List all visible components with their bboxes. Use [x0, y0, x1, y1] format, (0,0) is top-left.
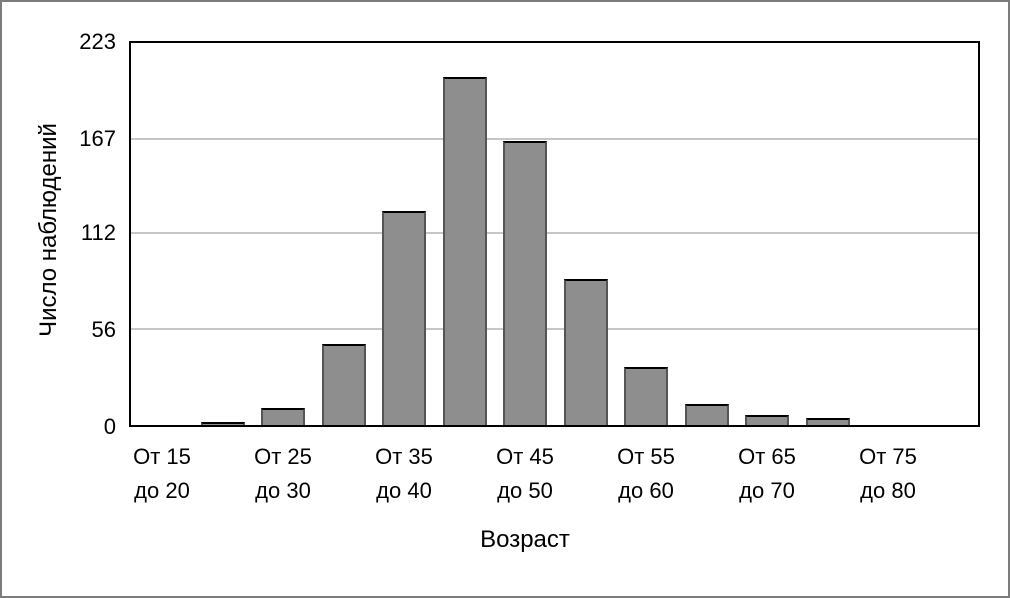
x-tick-line1: От 65	[738, 444, 796, 469]
x-tick-label: От 55 до 60	[617, 440, 675, 508]
x-tick-label: От 35 до 40	[375, 440, 433, 508]
x-tick-line1: От 55	[617, 444, 675, 469]
histogram-bar	[321, 344, 366, 425]
plot-area	[129, 41, 980, 427]
x-tick-line2: до 50	[497, 478, 553, 503]
x-tick-line1: От 15	[133, 444, 191, 469]
x-tick-line2: до 40	[376, 478, 432, 503]
gridline	[131, 137, 978, 140]
x-tick-label: От 15 до 20	[133, 440, 191, 508]
x-tick-line2: до 60	[618, 478, 674, 503]
x-tick-line1: От 45	[496, 444, 554, 469]
y-tick-label: 223	[79, 29, 116, 54]
x-tick-line2: до 70	[739, 478, 795, 503]
histogram-bar	[382, 211, 426, 425]
x-tick-label: От 65 до 70	[738, 440, 796, 508]
histogram-bar	[563, 279, 608, 425]
x-tick-label: От 75 до 80	[859, 440, 917, 508]
x-tick-line2: до 80	[860, 478, 916, 503]
histogram-bar	[684, 404, 729, 425]
x-tick-line1: От 35	[375, 444, 433, 469]
x-tick-line1: От 25	[254, 444, 312, 469]
x-tick-label: От 25 до 30	[254, 440, 312, 508]
histogram-bar	[261, 408, 305, 425]
x-axis-title: Возраст	[480, 526, 570, 553]
histogram-bar	[442, 77, 487, 425]
y-tick-label: 167	[79, 125, 116, 151]
x-tick-line1: От 75	[859, 444, 917, 469]
x-tick-line2: до 20	[134, 478, 190, 503]
y-axis-title: Число наблюдений	[35, 123, 62, 337]
gridline	[131, 232, 978, 235]
x-tick-label: От 45 до 50	[496, 440, 554, 508]
gridline	[131, 328, 978, 331]
y-tick-label: 112	[80, 220, 116, 246]
histogram-bar	[200, 422, 245, 425]
x-tick-line2: до 30	[255, 478, 311, 503]
histogram-bar	[745, 415, 789, 425]
y-tick-label: 56	[91, 316, 116, 342]
y-tick-label: 0	[103, 413, 116, 439]
histogram-bar	[503, 141, 547, 425]
histogram-bar	[805, 418, 850, 425]
histogram-bar	[624, 367, 668, 425]
